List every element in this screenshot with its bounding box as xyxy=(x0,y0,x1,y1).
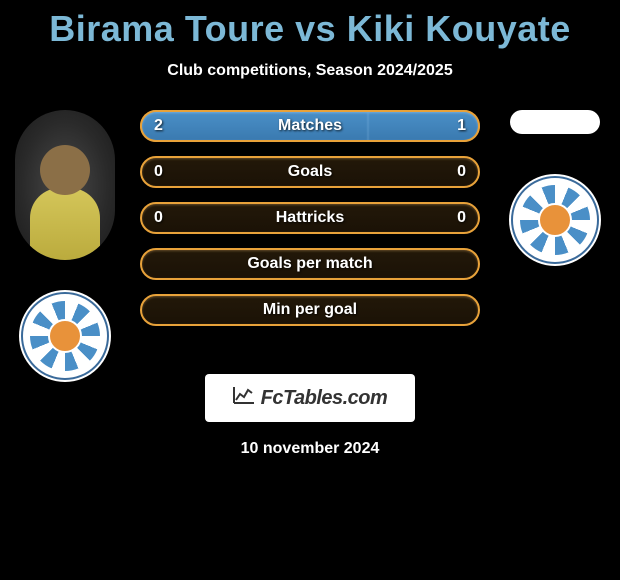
stat-label: Hattricks xyxy=(276,209,344,227)
stat-label: Goals xyxy=(288,163,332,181)
stat-value-right: 0 xyxy=(457,209,466,227)
fctables-brand-text: FcTables.com xyxy=(261,387,388,410)
club-badge-inner xyxy=(520,185,590,255)
stat-value-left: 0 xyxy=(154,209,163,227)
stats-column: 2 Matches 1 0 Goals 0 0 Hattricks 0 Goal… xyxy=(140,110,480,326)
stat-value-right: 1 xyxy=(457,117,466,135)
stat-label: Matches xyxy=(278,117,342,135)
player-left-photo xyxy=(15,110,115,260)
stat-row-hattricks: 0 Hattricks 0 xyxy=(140,202,480,234)
stat-row-goals: 0 Goals 0 xyxy=(140,156,480,188)
comparison-card: Birama Toure vs Kiki Kouyate Club compet… xyxy=(0,0,620,458)
stat-row-matches: 2 Matches 1 xyxy=(140,110,480,142)
page-subtitle: Club competitions, Season 2024/2025 xyxy=(167,62,452,80)
player-right-club-badge xyxy=(509,174,601,266)
chart-icon xyxy=(233,386,255,410)
stat-value-left: 0 xyxy=(154,163,163,181)
main-area: 2 Matches 1 0 Goals 0 0 Hattricks 0 Goal… xyxy=(0,110,620,326)
date-text: 10 november 2024 xyxy=(241,440,380,458)
player-left-column xyxy=(10,110,120,382)
stat-value-right: 0 xyxy=(457,163,466,181)
player-left-club-badge xyxy=(19,290,111,382)
club-badge-inner xyxy=(30,301,100,371)
stat-label: Goals per match xyxy=(247,255,372,273)
page-title: Birama Toure vs Kiki Kouyate xyxy=(49,8,571,50)
stat-row-goals-per-match: Goals per match xyxy=(140,248,480,280)
stat-row-min-per-goal: Min per goal xyxy=(140,294,480,326)
fctables-brand-badge[interactable]: FcTables.com xyxy=(205,374,415,422)
player-right-column xyxy=(500,110,610,266)
stat-label: Min per goal xyxy=(263,301,357,319)
stat-value-left: 2 xyxy=(154,117,163,135)
player-right-photo-placeholder xyxy=(510,110,600,134)
